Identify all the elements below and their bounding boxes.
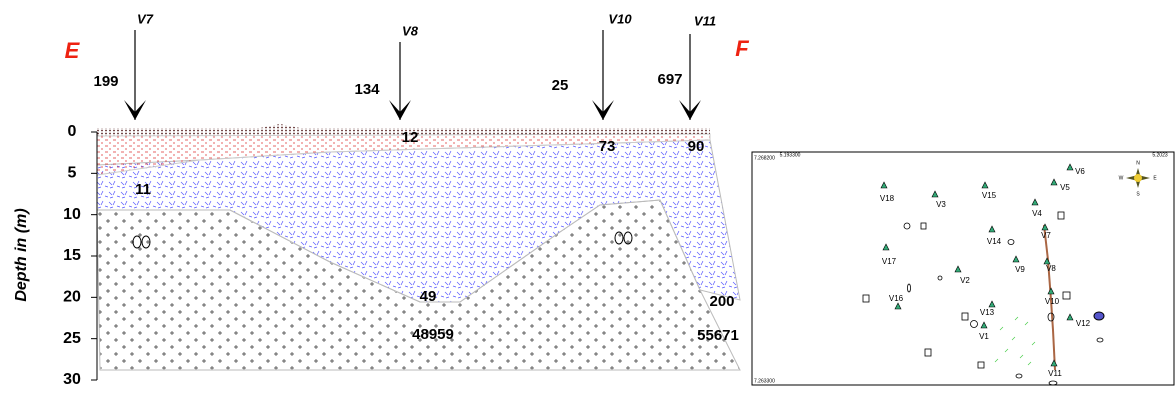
station-marker	[1047, 287, 1055, 295]
tick-label: 0	[68, 123, 77, 140]
resistivity-value: 90	[688, 138, 705, 155]
station-label: V8	[1046, 264, 1056, 273]
station-marker	[880, 181, 888, 189]
station-label: V13	[980, 308, 995, 317]
resistivity-value: 199	[93, 73, 118, 90]
station-label: V17	[882, 257, 897, 266]
station-marker	[1012, 255, 1020, 263]
station-label: V16	[889, 294, 904, 303]
profile-label: V10	[608, 11, 632, 26]
profile-label: V11	[694, 13, 716, 28]
tick-label: 25	[63, 330, 81, 347]
station-label: V6	[1075, 167, 1085, 176]
station-label: V12	[1076, 319, 1091, 328]
tick-label: 20	[63, 289, 81, 306]
compass-label: W	[1119, 175, 1124, 181]
left-label: E	[65, 38, 81, 63]
station-marker	[981, 181, 989, 189]
station-marker	[1066, 313, 1074, 321]
map-feature	[1093, 311, 1105, 321]
resistivity-value: 134	[354, 81, 380, 98]
coordinate-label: 5.193300	[780, 152, 801, 158]
profile-line	[1043, 224, 1056, 371]
station-label: V4	[1032, 209, 1042, 218]
tick-label: 5	[68, 165, 77, 182]
arrow-head	[389, 100, 411, 120]
station-label: V9	[1015, 265, 1025, 274]
profile-label: V8	[402, 23, 419, 38]
station-marker	[1043, 257, 1051, 265]
coordinate-label: 5.2023	[1152, 152, 1168, 158]
right-label: F	[735, 36, 749, 61]
station-marker	[1066, 163, 1074, 171]
coordinate-label: 7.263300	[754, 378, 775, 384]
compass-label: E	[1153, 175, 1157, 181]
station-marker	[988, 225, 996, 233]
tick-label: 30	[63, 371, 81, 388]
tick-label: 10	[63, 206, 81, 223]
compass-label: N	[1136, 160, 1140, 166]
station-marker	[1050, 359, 1058, 367]
station-label: V2	[960, 276, 970, 285]
station-marker	[988, 300, 996, 308]
station-label: V1	[979, 332, 989, 341]
arrow-head	[592, 100, 614, 120]
compass-label: S	[1136, 191, 1140, 197]
station-label: V7	[1041, 231, 1051, 240]
station-label: V3	[936, 200, 946, 209]
station-label: V18	[880, 194, 895, 203]
cross-section: E F Depth in (m) 0 5 10 15 20 25 30 V7 V8 V10 V11 1…	[13, 11, 749, 388]
resistivity-value: 25	[552, 77, 569, 94]
resistivity-value: 49	[420, 288, 437, 305]
surface-layer	[97, 124, 710, 136]
station-marker	[1041, 223, 1049, 231]
station-marker	[931, 190, 939, 198]
arrow-head	[124, 100, 146, 120]
resistivity-value: 48959	[412, 326, 454, 343]
axis-label: Depth in (m)	[13, 208, 30, 301]
station-label: V11	[1048, 369, 1062, 378]
station-marker	[894, 302, 902, 310]
profile-label: V7	[137, 11, 154, 26]
station-marker	[954, 265, 962, 273]
tick-label: 15	[63, 247, 81, 264]
arrow-head	[679, 100, 701, 120]
map-frame	[751, 151, 1175, 386]
station-marker	[980, 321, 988, 329]
station-marker	[882, 243, 890, 251]
compass	[1126, 168, 1150, 188]
station-label: V5	[1060, 183, 1070, 192]
coordinate-label: 7.268200	[754, 155, 775, 161]
station-label: V14	[987, 237, 1002, 246]
symbols	[132, 231, 633, 249]
location-map: 5.193300 5.2023 7.268200 7.263300 N S E W V6 V5 V1…	[751, 151, 1175, 386]
station-marker	[1031, 198, 1039, 206]
station-label: V10	[1045, 297, 1060, 306]
vegetation	[994, 316, 1036, 366]
resistivity-value: 73	[599, 138, 616, 155]
station-label: V15	[982, 191, 997, 200]
map-features	[862, 211, 1104, 386]
resistivity-value: 55671	[697, 327, 739, 344]
resistivity-value: 200	[709, 293, 734, 310]
resistivity-value: 12	[402, 129, 419, 146]
station-marker	[1050, 178, 1058, 186]
resistivity-value: 11	[135, 181, 151, 198]
resistivity-value: 697	[657, 71, 682, 88]
